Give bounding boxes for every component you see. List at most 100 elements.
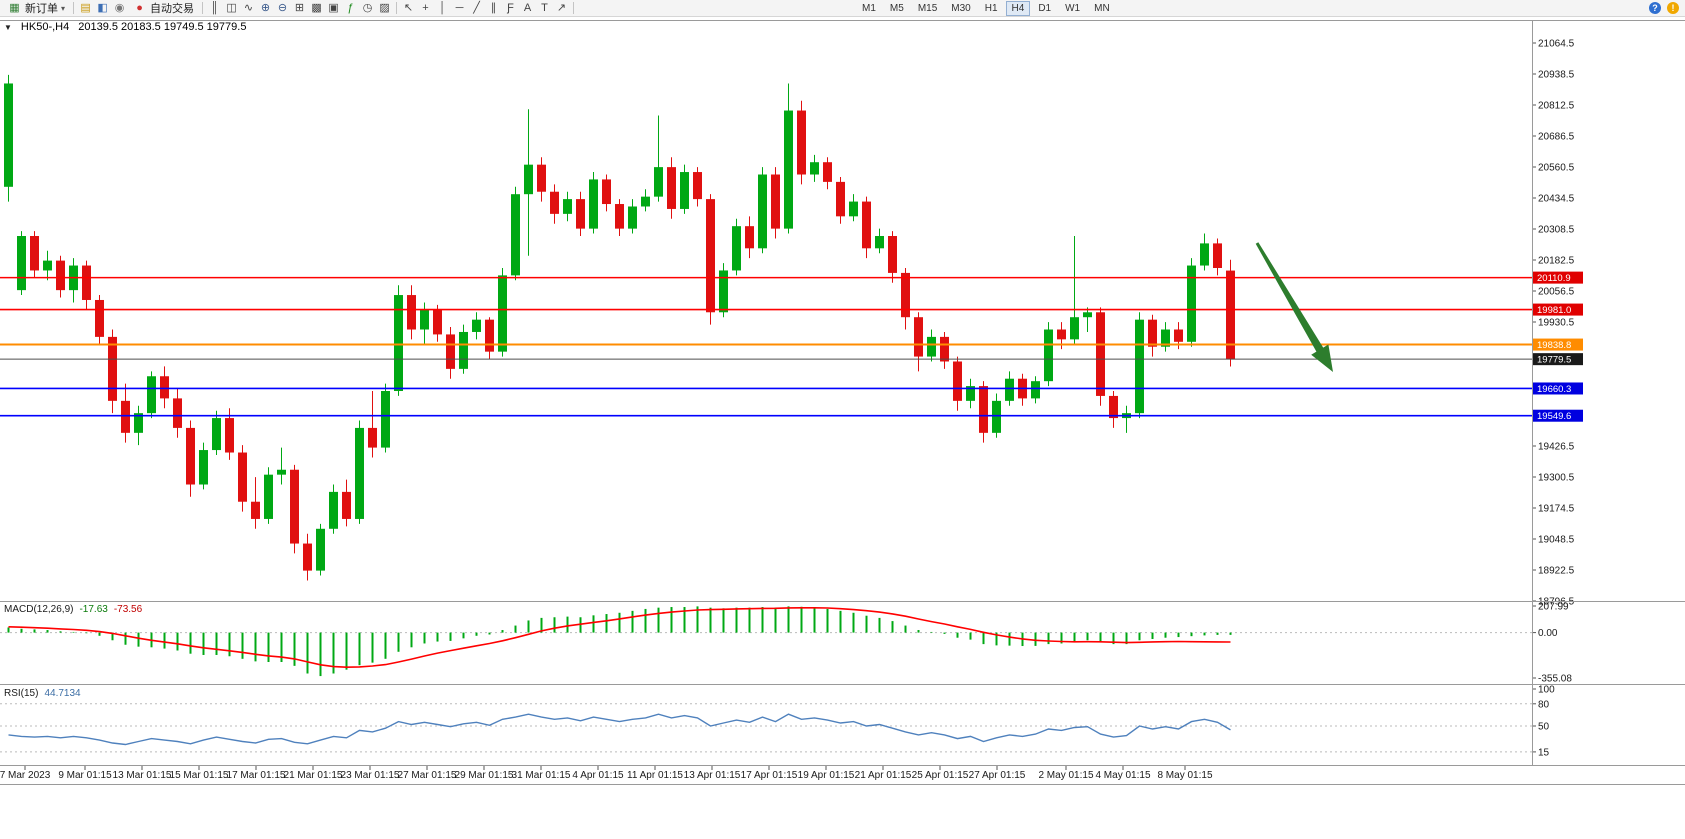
indicators-icon[interactable]: ƒ [347, 1, 354, 14]
cascade-windows-icon[interactable]: ▩ [311, 1, 322, 14]
svg-text:100: 100 [1538, 685, 1555, 696]
candle [693, 172, 702, 200]
candle [849, 201, 858, 217]
fibonacci-icon[interactable]: Ƒ [507, 1, 514, 14]
candle [719, 270, 728, 313]
label-icon[interactable]: T [541, 1, 548, 14]
candle [329, 491, 338, 529]
candle [576, 199, 585, 229]
timeframe-M5[interactable]: M5 [889, 3, 904, 14]
candle [1135, 319, 1144, 414]
rsi-indicator-label: RSI(15) 44.7134 [4, 688, 81, 699]
candlestick-icon[interactable]: ◫ [226, 1, 237, 14]
svg-text:15: 15 [1538, 747, 1550, 758]
candle [862, 201, 871, 249]
candle [394, 295, 403, 392]
chart-ohlc-header: ▼ HK50-,H4 20139.5 20183.5 19749.5 19779… [4, 21, 246, 33]
candle [1200, 243, 1209, 266]
macd-indicator-label: MACD(12,26,9) -17.63 -73.56 [4, 604, 142, 615]
candle [342, 491, 351, 519]
arrow-tool-icon[interactable]: ↗ [556, 1, 567, 14]
timeframe-W1[interactable]: W1 [1065, 3, 1081, 14]
svg-text:20560.5: 20560.5 [1538, 163, 1575, 174]
cursor-icon[interactable]: ↖ [403, 1, 414, 14]
candle [563, 199, 572, 214]
timeframe-MN[interactable]: MN [1094, 3, 1110, 14]
svg-text:19838.8: 19838.8 [1537, 340, 1571, 351]
candle [784, 110, 793, 229]
macd-name: MACD(12,26,9) [4, 604, 74, 615]
candle [316, 528, 325, 571]
candle [979, 386, 988, 433]
svg-text:18922.5: 18922.5 [1538, 566, 1575, 577]
bar-chart-icon[interactable]: ║ [210, 1, 219, 14]
new-order-icon: ▦ [9, 1, 20, 14]
candle [628, 206, 637, 229]
candle [277, 469, 286, 475]
candle [836, 181, 845, 217]
data-window-icon[interactable]: ◧ [97, 1, 108, 14]
candle [407, 295, 416, 330]
candle [17, 236, 26, 291]
new-order-button[interactable]: ▦ 新订单 ▾ [3, 1, 69, 16]
market-watch-icon[interactable]: ▤ [80, 1, 91, 14]
candle [160, 376, 169, 399]
zoom-out-icon[interactable]: ⊖ [277, 1, 288, 14]
autotrading-button[interactable]: ● 自动交易 [128, 1, 198, 16]
channel-icon[interactable]: ∥ [490, 1, 497, 14]
svg-text:19048.5: 19048.5 [1538, 535, 1575, 546]
candle [966, 386, 975, 401]
candle [459, 331, 468, 369]
vertical-line-icon[interactable]: │ [439, 1, 446, 14]
timeframe-H1[interactable]: H1 [984, 3, 998, 14]
candle [667, 167, 676, 209]
candle [82, 265, 91, 300]
svg-text:21 Apr 01:15: 21 Apr 01:15 [855, 770, 912, 781]
price-tag [1533, 303, 1583, 316]
candle [134, 413, 143, 433]
horizontal-levels[interactable]: 20110.9 19981.0 19838.8 19779.5 19660.3 19549… [0, 271, 1583, 423]
timeframe-D1[interactable]: D1 [1038, 3, 1052, 14]
notification-icon[interactable]: ! [1667, 2, 1679, 14]
toolbar-separator [573, 2, 575, 14]
main-toolbar: ▦ 新订单 ▾ ▤ ◧ ◉ ● 自动交易 ║ ◫ ∿ ⊕ ⊖ ⊞ ▩ ▣ ƒ ◷ ▨ ↖ + │ ─ ╱ ∥ Ƒ A T… [0, 0, 1685, 17]
candle [1148, 319, 1157, 347]
timeframe-bar: M1 M5 M15 M30 H1 H4 D1 W1 MN [856, 1, 1116, 16]
timeframe-M1[interactable]: M1 [862, 3, 876, 14]
candle [485, 319, 494, 352]
collapse-ohlc-icon[interactable]: ▼ [4, 22, 12, 32]
window-icons-group: ▤ ◧ ◉ [78, 2, 127, 15]
price-tag [1533, 409, 1583, 422]
candle [108, 336, 117, 401]
candle [173, 398, 182, 428]
help-icon[interactable]: ? [1649, 2, 1661, 14]
arrange-windows-icon[interactable]: ▣ [328, 1, 339, 14]
candle [1096, 312, 1105, 396]
rsi-value: 44.7134 [44, 688, 81, 699]
templates-icon[interactable]: ▨ [379, 1, 390, 14]
svg-text:207.99: 207.99 [1538, 602, 1569, 613]
periods-icon[interactable]: ◷ [362, 1, 373, 14]
price-axis: 21064.5 20938.5 20812.5 20686.5 20560.5 20434… [1532, 39, 1575, 608]
horizontal-line-icon[interactable]: ─ [455, 1, 464, 14]
line-chart-icon[interactable]: ∿ [243, 1, 254, 14]
zoom-in-icon[interactable]: ⊕ [260, 1, 271, 14]
candle [420, 309, 429, 330]
svg-text:80: 80 [1538, 699, 1550, 710]
crosshair-icon[interactable]: + [422, 1, 429, 14]
navigator-icon[interactable]: ◉ [114, 1, 125, 14]
toolbar-separator [202, 2, 204, 14]
candle [511, 194, 520, 276]
timeframe-M15[interactable]: M15 [917, 3, 938, 14]
trend-arrow[interactable] [1255, 242, 1333, 372]
text-icon[interactable]: A [523, 1, 532, 14]
timeframe-M30[interactable]: M30 [951, 3, 971, 14]
candle [914, 317, 923, 357]
timeframe-H4[interactable]: H4 [1005, 1, 1031, 16]
svg-text:19174.5: 19174.5 [1538, 504, 1575, 515]
tile-windows-icon[interactable]: ⊞ [294, 1, 305, 14]
candle [1109, 395, 1118, 419]
svg-text:20434.5: 20434.5 [1538, 194, 1575, 205]
trendline-icon[interactable]: ╱ [473, 1, 480, 14]
